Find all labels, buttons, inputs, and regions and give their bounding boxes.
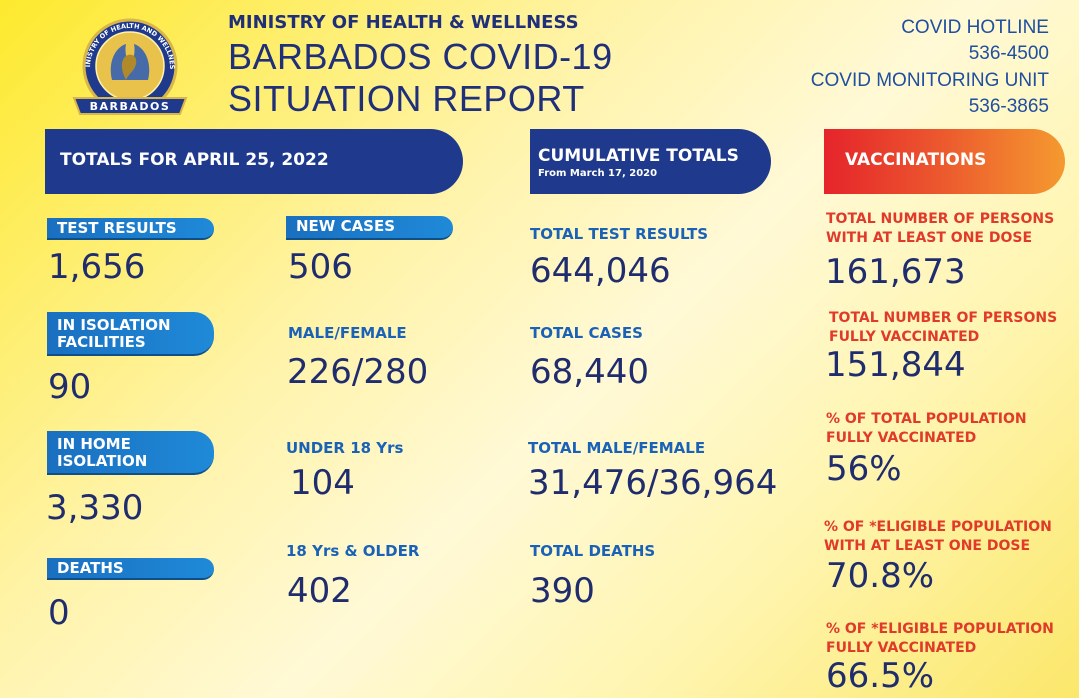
over18-value: 402 [287,571,352,611]
home-isolation-label-line2: ISOLATION [57,452,148,470]
total-deaths-label: TOTAL DEATHS [530,542,656,560]
logo-country: BARBADOS [90,100,171,113]
one-dose-label: TOTAL NUMBER OF PERSONS WITH AT LEAST ON… [826,210,1054,248]
home-isolation-label-line1: IN HOME [57,435,131,453]
test-results-value: 1,656 [48,247,146,287]
pct-eligible-one-label-line1: % OF *ELIGIBLE POPULATION [824,519,1052,535]
male-female-label: MALE/FEMALE [288,324,407,342]
pct-eligible-full-value: 66.5% [826,656,935,696]
daily-totals-banner: TOTALS FOR APRIL 25, 2022 [45,129,463,194]
pct-total-label-line2: FULLY VACCINATED [826,430,977,446]
one-dose-label-line2: WITH AT LEAST ONE DOSE [826,230,1033,246]
ministry-logo: MINISTRY OF HEALTH AND WELLNESS BARBADOS [68,14,188,115]
total-male-female-value: 31,476/36,964 [528,463,778,503]
fully-vaccinated-label-line1: TOTAL NUMBER OF PERSONS [829,310,1058,326]
pct-eligible-one-value: 70.8% [826,556,935,596]
male-female-value: 226/280 [287,352,429,392]
pct-total-label-line1: % OF TOTAL POPULATION [826,411,1027,427]
under18-value: 104 [290,463,355,503]
home-isolation-value: 3,330 [46,488,144,528]
one-dose-value: 161,673 [825,252,966,292]
pct-total-label: % OF TOTAL POPULATION FULLY VACCINATED [826,410,1027,448]
deaths-value: 0 [48,593,70,633]
report-title-line1: BARBADOS COVID-19 [228,36,613,77]
pct-eligible-one-label: % OF *ELIGIBLE POPULATION WITH AT LEAST … [824,518,1052,556]
monitoring-number: 536-3865 [968,96,1049,117]
total-cases-label: TOTAL CASES [530,324,643,342]
fully-vaccinated-value: 151,844 [825,345,966,385]
cumulative-title: CUMULATIVE TOTALS [538,146,739,166]
under18-label: UNDER 18 Yrs [286,439,404,457]
over18-label: 18 Yrs & OLDER [286,542,420,560]
isolation-facilities-label: IN ISOLATION FACILITIES [47,312,214,356]
isolation-facilities-label-line2: FACILITIES [57,333,146,351]
fully-vaccinated-label: TOTAL NUMBER OF PERSONS FULLY VACCINATED [829,309,1057,347]
fully-vaccinated-label-line2: FULLY VACCINATED [829,329,980,345]
home-isolation-label: IN HOME ISOLATION [47,431,214,475]
hotline-label: COVID HOTLINE [901,17,1049,38]
cumulative-totals-banner: CUMULATIVE TOTALS From March 17, 2020 [530,129,771,194]
test-results-label: TEST RESULTS [47,218,214,240]
one-dose-label-line1: TOTAL NUMBER OF PERSONS [826,211,1055,227]
monitoring-label: COVID MONITORING UNIT [810,70,1049,91]
total-cases-value: 68,440 [530,352,649,392]
hotline-number: 536-4500 [968,43,1049,64]
ministry-name: MINISTRY OF HEALTH & WELLNESS [228,12,579,33]
vaccinations-banner: VACCINATIONS [824,129,1065,194]
total-tests-value: 644,046 [530,251,671,291]
total-male-female-label: TOTAL MALE/FEMALE [528,439,706,457]
new-cases-label: NEW CASES [286,216,453,240]
total-tests-label: TOTAL TEST RESULTS [530,225,709,243]
report-title-line2: SITUATION REPORT [228,78,585,119]
total-deaths-value: 390 [530,571,595,611]
pct-eligible-full-label-line2: FULLY VACCINATED [826,640,977,656]
isolation-facilities-label-line1: IN ISOLATION [57,316,171,334]
new-cases-value: 506 [288,247,353,287]
deaths-label: DEATHS [47,558,214,580]
pct-eligible-full-label-line1: % OF *ELIGIBLE POPULATION [826,621,1054,637]
pct-eligible-one-label-line2: WITH AT LEAST ONE DOSE [824,538,1031,554]
cumulative-subtitle: From March 17, 2020 [538,168,658,179]
isolation-facilities-value: 90 [48,367,92,407]
pct-total-value: 56% [826,449,902,489]
pct-eligible-full-label: % OF *ELIGIBLE POPULATION FULLY VACCINAT… [826,620,1054,658]
